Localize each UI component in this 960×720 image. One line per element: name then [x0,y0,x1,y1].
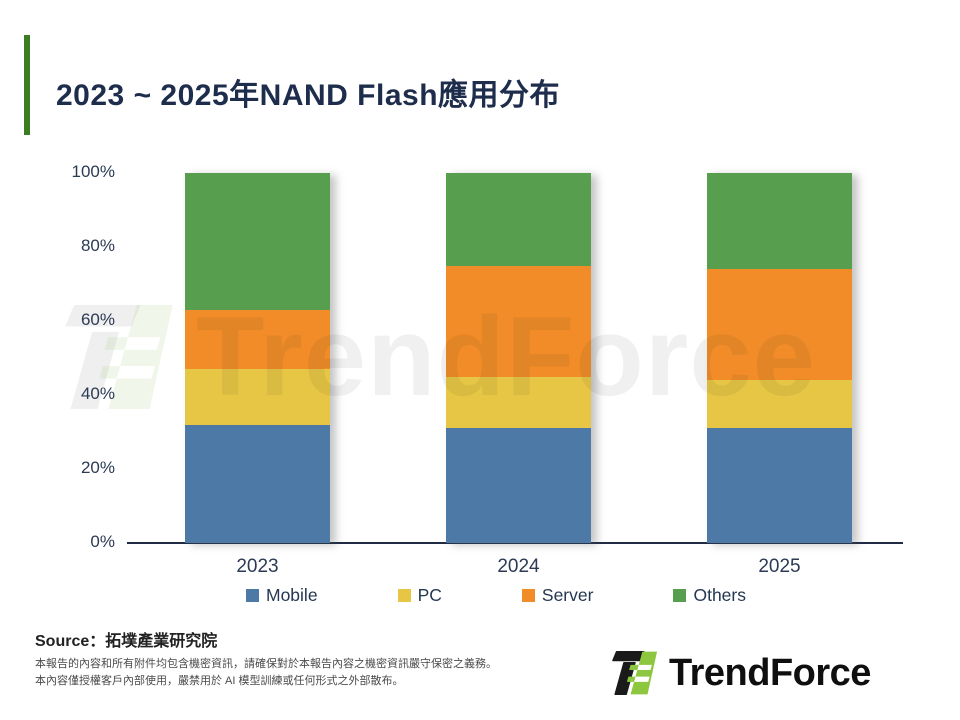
bar-segment-2023-pc [185,369,330,425]
bar-segment-2025-others [707,173,852,270]
x-axis-label-2023: 2023 [236,556,279,577]
bar-segment-2024-others [446,173,591,266]
chart-plot-area: 100% 80% 60% 40% 20% 0% Mobile PC Server Others … [0,162,960,653]
legend-item-others: Others [673,585,746,606]
chart-legend: Mobile PC Server Others [246,585,746,606]
bar-segment-2024-server [446,265,591,377]
bar-segment-2023-others [185,173,330,310]
bar-segment-2025-server [707,269,852,381]
trendforce-logo-text: TrendForce [669,651,871,694]
x-axis-label-2024: 2024 [497,556,540,577]
y-axis-tick: 40% [80,384,115,403]
page-title: 2023 ~ 2025年NAND Flash應用分布 [56,79,561,112]
y-axis-tick: 20% [80,458,115,477]
legend-item-server: Server [521,585,594,606]
trendforce-logo: TrendForce [610,650,871,696]
y-axis-tick: 100% [71,162,115,181]
y-axis-tick: 80% [80,236,115,255]
bar-segment-2024-pc [446,376,591,429]
x-axis-label-2025: 2025 [758,556,801,577]
y-axis-tick: 60% [80,310,115,329]
legend-label: Mobile [266,585,318,605]
source-value: ：拓墣產業研究院 [89,633,218,650]
legend-label: Others [693,585,746,605]
disclaimer-line-1: 本報告的內容和所有附件均包含機密資訊，請確保對於本報告內容之機密資訊嚴守保密之義… [35,658,497,670]
title-accent-bar [24,35,30,135]
stacked-bar-2025 [707,173,852,543]
y-axis-tick: 0% [90,532,115,551]
legend-swatch-server [521,589,535,602]
x-axis-line [127,542,903,544]
stacked-bar-2024 [446,173,591,543]
source-label: Source [35,633,90,650]
bar-segment-2024-mobile [446,428,591,543]
trendforce-logo-mark-icon [612,650,658,696]
source-line: Source：拓墣產業研究院 [35,627,217,651]
legend-swatch-mobile [246,589,259,602]
stacked-bar-2023 [185,173,330,543]
legend-swatch-others [673,589,687,602]
legend-label: PC [417,585,442,605]
legend-label: Server [541,585,594,605]
legend-swatch-pc [397,589,411,602]
legend-item-mobile: Mobile [246,585,318,606]
legend-item-pc: PC [397,585,442,606]
bar-segment-2023-server [185,309,330,370]
bar-segment-2025-mobile [707,428,852,543]
bar-segment-2023-mobile [185,424,330,543]
disclaimer-line-2: 本內容僅授權客戶內部使用，嚴禁用於 AI 模型訓練或任何形式之外部散布。 [35,675,404,687]
bar-segment-2025-pc [707,380,852,429]
